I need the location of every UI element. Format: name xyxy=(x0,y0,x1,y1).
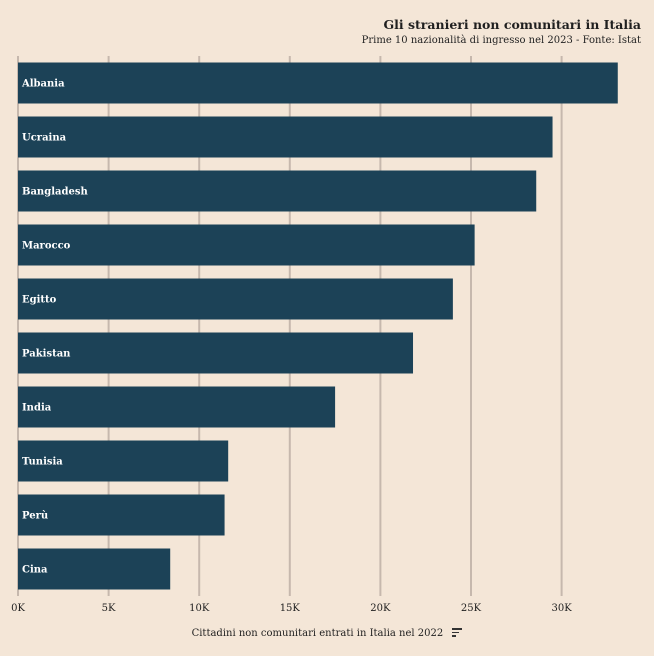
bar[interactable] xyxy=(18,494,225,536)
bar-label: Albania xyxy=(21,79,65,90)
bar[interactable] xyxy=(18,170,537,212)
bar[interactable] xyxy=(18,116,553,158)
bar[interactable] xyxy=(18,548,171,590)
x-tick-label: 20K xyxy=(370,603,391,614)
x-tick-label: 5K xyxy=(102,603,116,614)
x-tick-label: 10K xyxy=(189,603,210,614)
bar-label: Ucraina xyxy=(22,133,67,144)
x-tick-label: 25K xyxy=(461,603,482,614)
bar-label: Cina xyxy=(22,565,48,576)
x-axis-ticks: 0K 5K 10K 15K 20K 25K 30K xyxy=(11,603,572,614)
bar-label: Perù xyxy=(22,511,48,522)
x-tick-label: 30K xyxy=(551,603,572,614)
bar-label: Egitto xyxy=(22,295,57,306)
bar[interactable] xyxy=(18,224,475,266)
bar-label: Marocco xyxy=(22,241,71,252)
x-tick-label: 0K xyxy=(11,603,25,614)
bar-label: Pakistan xyxy=(22,349,71,360)
bar-label: Tunisia xyxy=(22,457,63,468)
bar[interactable] xyxy=(18,386,336,428)
x-axis-title: Cittadini non comunitari entrati in Ital… xyxy=(0,628,654,639)
chart-subtitle: Prime 10 nazionalità di ingresso nel 202… xyxy=(361,35,641,46)
sort-icon[interactable] xyxy=(452,628,463,637)
bar[interactable] xyxy=(18,62,618,104)
chart-title: Gli stranieri non comunitari in Italia xyxy=(383,17,641,32)
bar[interactable] xyxy=(18,332,414,374)
bar[interactable] xyxy=(18,440,229,482)
x-tick-label: 15K xyxy=(280,603,301,614)
bar-label: India xyxy=(22,403,52,414)
bar[interactable] xyxy=(18,278,453,320)
x-axis-label: Cittadini non comunitari entrati in Ital… xyxy=(191,628,444,639)
bars: Albania Ucraina Bangladesh Marocco Egitto Pak… xyxy=(18,62,618,590)
bar-label: Bangladesh xyxy=(22,187,88,198)
